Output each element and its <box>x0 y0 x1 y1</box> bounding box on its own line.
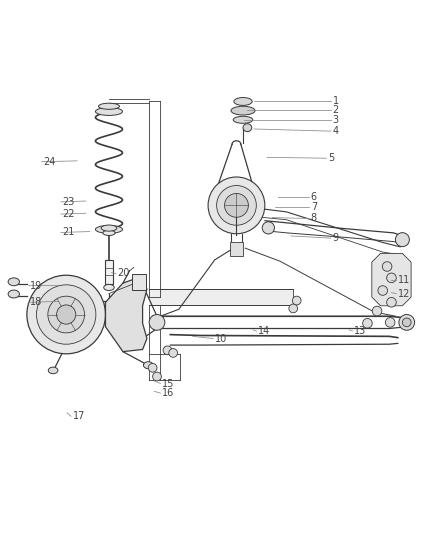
Ellipse shape <box>104 285 114 290</box>
Bar <box>132 274 146 289</box>
Circle shape <box>48 296 85 333</box>
Circle shape <box>36 285 96 344</box>
Text: 22: 22 <box>63 209 75 219</box>
Circle shape <box>387 273 396 282</box>
Text: 24: 24 <box>43 157 56 167</box>
Circle shape <box>217 185 256 225</box>
Text: 8: 8 <box>311 214 317 223</box>
Text: 11: 11 <box>398 276 410 286</box>
Text: 10: 10 <box>215 334 227 344</box>
Polygon shape <box>106 276 147 352</box>
Text: 12: 12 <box>398 288 410 298</box>
Circle shape <box>225 193 248 217</box>
Ellipse shape <box>103 230 115 236</box>
Text: 5: 5 <box>328 153 334 163</box>
Circle shape <box>378 286 388 295</box>
Circle shape <box>363 318 372 328</box>
Circle shape <box>292 296 301 305</box>
Text: 16: 16 <box>162 388 174 398</box>
Circle shape <box>385 318 395 327</box>
Circle shape <box>163 346 172 354</box>
Circle shape <box>382 262 392 271</box>
Text: 13: 13 <box>354 326 367 336</box>
Text: 1: 1 <box>332 95 339 106</box>
Ellipse shape <box>95 108 123 116</box>
Circle shape <box>262 222 275 234</box>
Ellipse shape <box>231 106 255 115</box>
Text: 21: 21 <box>63 228 75 237</box>
Text: 20: 20 <box>118 269 130 278</box>
Circle shape <box>396 233 410 247</box>
Ellipse shape <box>8 278 19 286</box>
Text: 9: 9 <box>332 233 339 243</box>
Circle shape <box>169 349 177 357</box>
Bar <box>105 260 113 284</box>
Ellipse shape <box>243 124 252 132</box>
Text: 23: 23 <box>63 197 75 207</box>
Bar <box>149 289 293 305</box>
Circle shape <box>372 306 382 316</box>
Circle shape <box>152 372 161 381</box>
Text: 7: 7 <box>311 201 317 212</box>
Text: 2: 2 <box>332 105 339 115</box>
Circle shape <box>27 275 106 354</box>
Text: 3: 3 <box>332 115 339 125</box>
Polygon shape <box>372 253 411 306</box>
Text: 19: 19 <box>30 281 42 290</box>
Ellipse shape <box>48 367 58 374</box>
Ellipse shape <box>99 103 120 109</box>
Circle shape <box>208 177 265 234</box>
Text: 18: 18 <box>30 297 42 308</box>
Circle shape <box>399 314 415 330</box>
Circle shape <box>403 318 411 327</box>
Ellipse shape <box>234 98 252 106</box>
Ellipse shape <box>233 116 253 123</box>
Text: 6: 6 <box>311 192 317 201</box>
Circle shape <box>149 314 165 330</box>
Text: 14: 14 <box>258 326 271 336</box>
Circle shape <box>57 305 76 324</box>
Ellipse shape <box>101 225 117 231</box>
Ellipse shape <box>95 225 123 233</box>
Ellipse shape <box>144 362 153 369</box>
Circle shape <box>289 304 297 313</box>
Ellipse shape <box>8 290 19 298</box>
Circle shape <box>148 364 157 372</box>
Circle shape <box>387 297 396 307</box>
Bar <box>230 243 243 256</box>
Text: 17: 17 <box>73 411 85 421</box>
Text: 4: 4 <box>332 126 339 136</box>
Text: 15: 15 <box>162 378 175 389</box>
